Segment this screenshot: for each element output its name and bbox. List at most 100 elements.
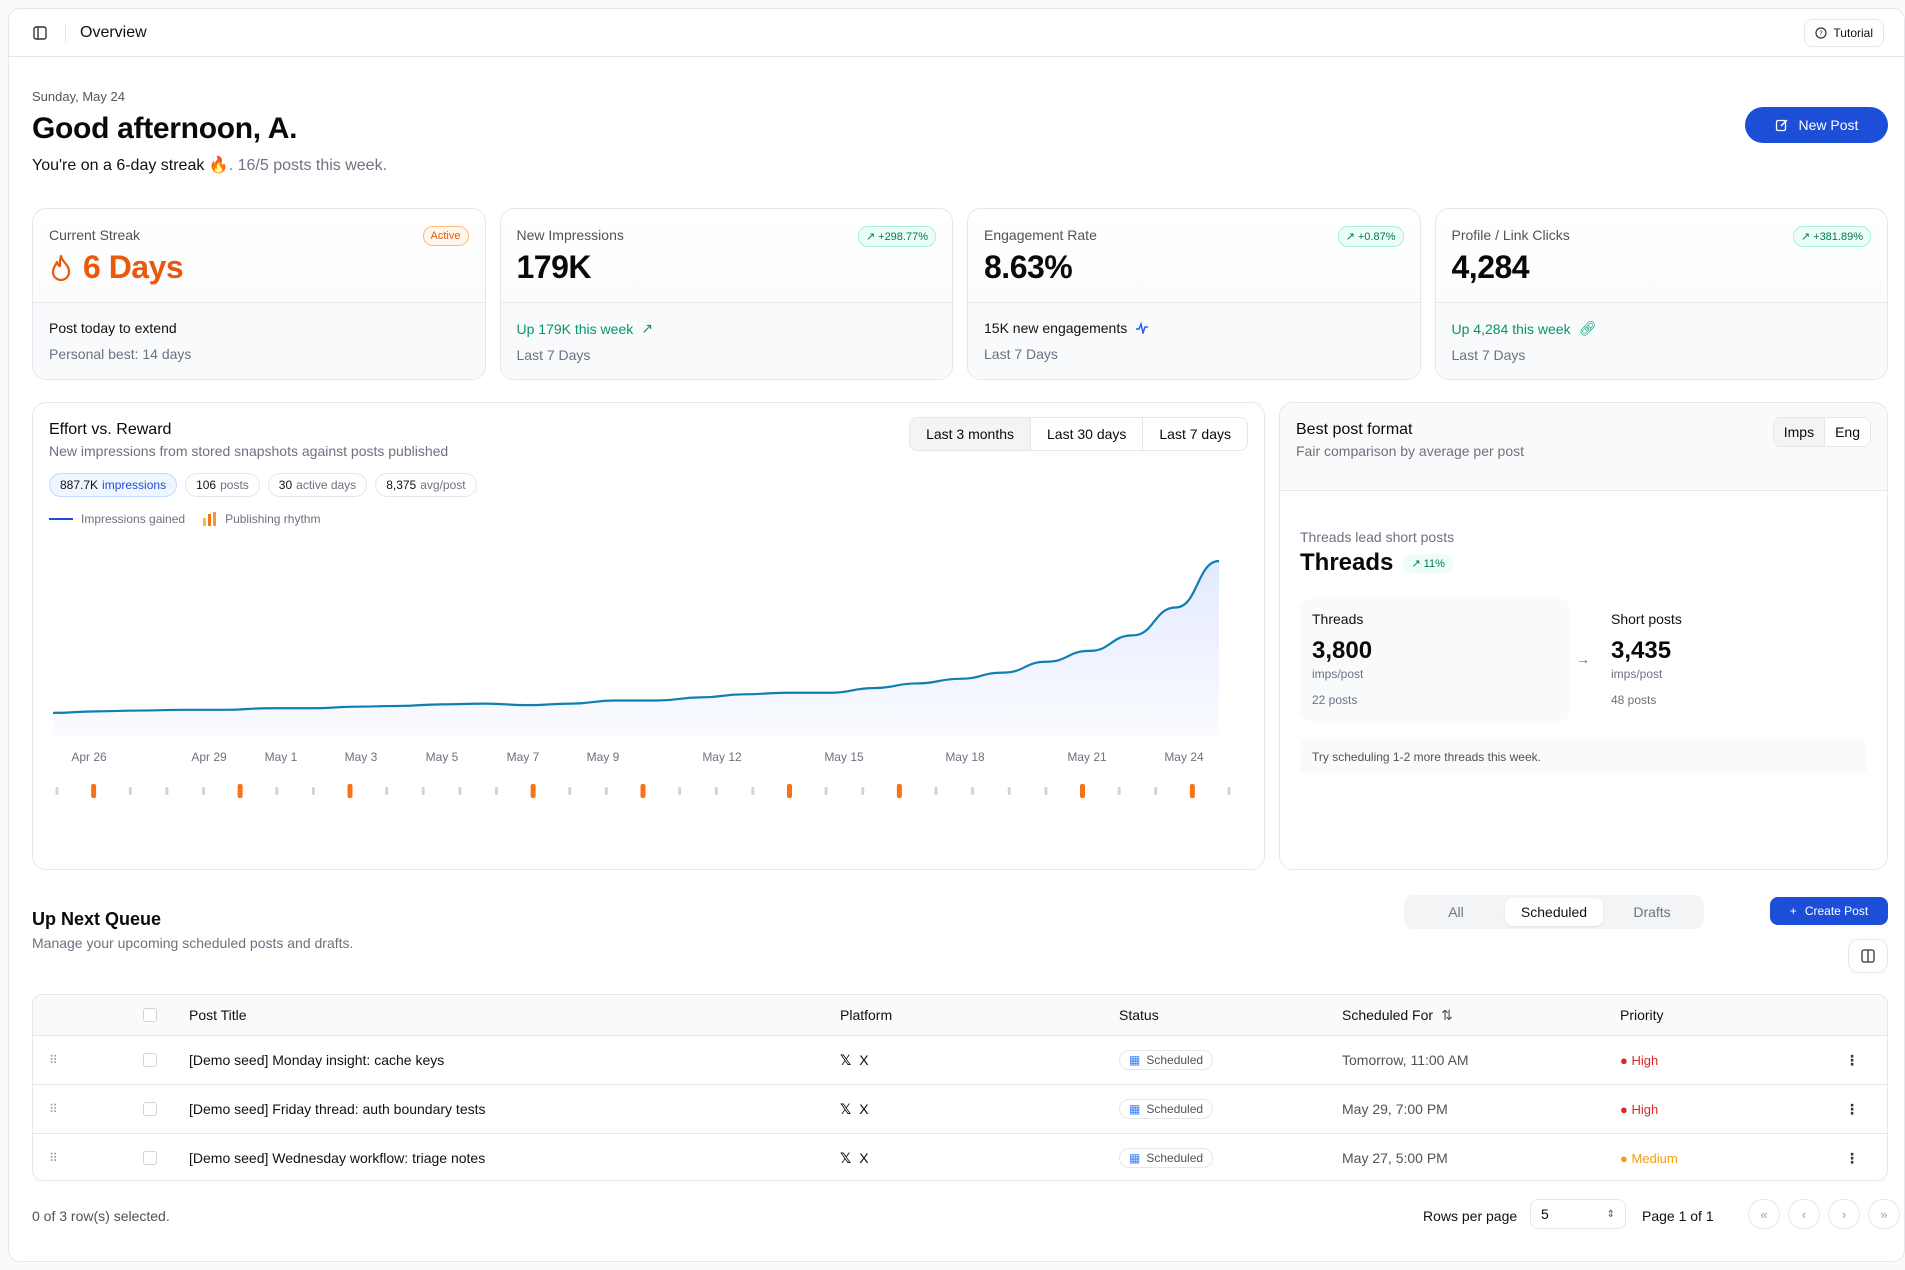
pill-impressions: 887.7K impressions [49, 473, 178, 497]
tab-drafts[interactable]: Drafts [1633, 904, 1671, 920]
more-icon[interactable]: ⋮ [1845, 1149, 1859, 1166]
x-tick-label: May 9 [587, 750, 620, 764]
tutorial-button[interactable]: ? Tutorial [1804, 18, 1884, 47]
selection-count: 0 of 3 row(s) selected. [32, 1208, 170, 1224]
kpi-profile-clicks: Profile / Link Clicks 4,284 ↗ +381.89% U… [1434, 208, 1888, 380]
rhythm-post-mark [1080, 784, 1085, 798]
trend-badge: ↗ +0.87% [1337, 226, 1404, 247]
rhythm-empty-mark [604, 787, 608, 795]
x-tick-label: May 1 [265, 750, 298, 764]
post-title: [Demo seed] Monday insight: cache keys [189, 1052, 445, 1068]
range-selector: Last 3 months Last 30 days Last 7 days [909, 417, 1248, 451]
card-title: Effort vs. Reward [49, 421, 172, 438]
queue-tabs: All Scheduled Drafts [1404, 895, 1704, 929]
table-row[interactable]: ⠿ [Demo seed] Monday insight: cache keys… [33, 1035, 1887, 1084]
create-post-button[interactable]: + Create Post [1770, 897, 1888, 925]
x-tick-label: May 5 [426, 750, 459, 764]
legend-rhythm: Publishing rhythm [203, 512, 320, 526]
table-row[interactable]: ⠿ [Demo seed] Friday thread: auth bounda… [33, 1084, 1887, 1133]
pill-posts: 106 posts [185, 473, 260, 497]
post-title: [Demo seed] Wednesday workflow: triage n… [189, 1150, 486, 1166]
tab-scheduled[interactable]: Scheduled [1505, 898, 1603, 926]
toggle-eng[interactable]: Eng [1824, 418, 1870, 446]
toggle-imps[interactable]: Imps [1773, 418, 1825, 446]
row-checkbox[interactable] [143, 1053, 157, 1067]
x-tick-label: May 24 [1164, 750, 1204, 764]
greeting-title: Good afternoon, A. [32, 112, 298, 145]
rhythm-empty-mark [495, 787, 498, 795]
priority: ● High [1620, 1052, 1659, 1068]
best-format: Threads ↗ 11% [1300, 549, 1453, 577]
x-tick-label: Apr 26 [71, 750, 107, 764]
rows-per-page-label: Rows per page [1423, 1208, 1518, 1224]
rhythm-empty-mark [275, 787, 279, 795]
more-icon[interactable]: ⋮ [1845, 1051, 1859, 1068]
table-row[interactable]: ⠿ [Demo seed] Wednesday workflow: triage… [33, 1133, 1887, 1180]
rows-per-page-select[interactable]: 5 ⇕ [1530, 1199, 1626, 1229]
impressions-chart: Apr 26 Apr 29 May 1 May 3 May 5 May 7 May 9 May… [52, 559, 1231, 798]
metric-toggle: Imps Eng [1772, 417, 1871, 447]
rhythm-empty-mark [714, 787, 718, 795]
drag-handle-icon[interactable]: ⠿ [49, 1102, 58, 1116]
queue-table: Post Title Platform Status Scheduled For… [32, 994, 1888, 1181]
rhythm-empty-mark [1227, 787, 1231, 795]
app-window: Overview ? Tutorial Sunday, May 24 Good … [8, 8, 1905, 1262]
range-3-months[interactable]: Last 3 months [910, 418, 1030, 450]
drag-handle-icon[interactable]: ⠿ [49, 1053, 58, 1067]
rhythm-empty-mark [1007, 787, 1011, 795]
range-7-days[interactable]: Last 7 days [1142, 418, 1247, 450]
compare-threads: Threads 3,800 imps/post 22 posts [1300, 599, 1570, 721]
x-logo-icon: 𝕏 [840, 1149, 852, 1166]
streak-text: You're on a 6-day streak 🔥 [32, 157, 229, 174]
kpi-row: Current Streak 6 Days Active Post today … [32, 208, 1888, 380]
columns-button[interactable] [1848, 939, 1888, 973]
rhythm-empty-mark [751, 787, 755, 795]
kpi-value: 4,284 [1451, 249, 1530, 285]
x-tick-label: May 21 [1067, 750, 1107, 764]
top-bar: Overview ? Tutorial [9, 9, 1904, 57]
rhythm-empty-mark [934, 787, 938, 795]
row-checkbox[interactable] [143, 1151, 157, 1165]
effort-reward-card: Effort vs. Reward New impressions from s… [32, 402, 1265, 870]
summary-pills: 887.7K impressions 106 posts 30 active days… [49, 473, 477, 497]
first-page-button[interactable]: « [1748, 1199, 1780, 1229]
streak-suffix: . 16/5 posts this week. [228, 157, 388, 174]
flame-icon [51, 254, 71, 281]
rhythm-post-mark [1189, 784, 1195, 798]
tab-all[interactable]: All [1448, 904, 1464, 920]
x-tick-label: May 15 [824, 750, 864, 764]
last-page-button[interactable]: » [1868, 1199, 1900, 1229]
kpi-value: 8.63% [984, 249, 1073, 285]
more-icon[interactable]: ⋮ [1845, 1100, 1859, 1117]
row-checkbox[interactable] [143, 1102, 157, 1116]
status-badge: ▦ Scheduled [1119, 1099, 1214, 1119]
rhythm-empty-mark [385, 787, 389, 795]
pill-avg-post: 8,375 avg/post [375, 473, 477, 497]
svg-text:?: ? [1820, 29, 1824, 37]
next-page-button[interactable]: › [1828, 1199, 1860, 1229]
rhythm-empty-mark [165, 787, 169, 795]
rhythm-empty-mark [1117, 787, 1121, 795]
range-30-days[interactable]: Last 30 days [1030, 418, 1142, 450]
rhythm-empty-mark [202, 787, 205, 795]
select-all-checkbox[interactable] [143, 1008, 157, 1022]
priority: ● Medium [1620, 1150, 1678, 1166]
kpi-label: Current Streak [49, 227, 141, 243]
kpi-label: Engagement Rate [984, 227, 1097, 243]
new-post-button[interactable]: New Post [1745, 107, 1888, 143]
scheduled-time: Tomorrow, 11:00 AM [1342, 1052, 1469, 1068]
rhythm-empty-mark [128, 787, 132, 795]
rhythm-empty-mark [55, 787, 59, 795]
calendar-icon: ▦ [1129, 1151, 1141, 1165]
activity-icon [1136, 322, 1149, 334]
prev-page-button[interactable]: ‹ [1788, 1199, 1820, 1229]
kpi-current-streak: Current Streak 6 Days Active Post today … [32, 208, 486, 380]
x-logo-icon: 𝕏 [840, 1100, 852, 1117]
sidebar-toggle-icon[interactable] [29, 22, 51, 44]
rhythm-empty-mark [861, 787, 865, 795]
col-scheduled[interactable]: Scheduled For ⇅ [1342, 1006, 1453, 1024]
drag-handle-icon[interactable]: ⠿ [49, 1151, 58, 1165]
arrow-right-icon: → [1576, 651, 1590, 667]
